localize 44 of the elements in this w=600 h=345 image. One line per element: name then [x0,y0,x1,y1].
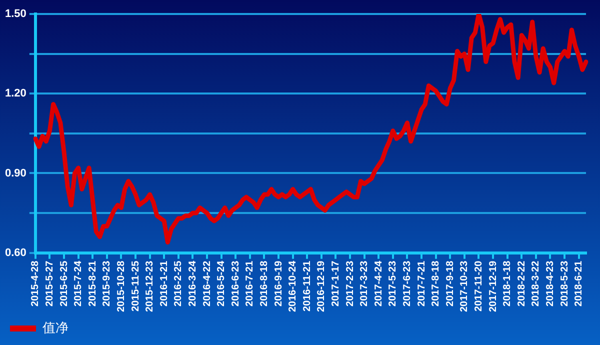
x-tick-label: 2018-5-23 [559,260,570,306]
x-tick-label: 2016-7-21 [244,260,256,306]
x-tick-label: 2015-4-28 [30,260,42,306]
x-tick-label: 2017-7-21 [416,260,428,306]
x-tick-label: 2017-11-20 [473,260,484,312]
y-tick-label: 0.90 [4,167,26,180]
legend-label: 值净 [42,320,68,336]
x-tick-label: 2017-6-23 [402,260,413,306]
x-tick-label: 2015-12-23 [144,260,156,312]
x-tick-label: 2016-8-18 [258,260,270,306]
x-tick-label: 2017-5-23 [388,260,399,306]
x-tick-label: 2015-6-25 [58,260,70,306]
x-tick-label: 2017-12-19 [488,260,499,312]
x-tick-label: 2017-2-23 [344,260,356,306]
x-tick-label: 2016-1-21 [158,260,170,306]
x-tick-label: 2018-3-22 [530,260,542,306]
x-tick-label: 2016-9-19 [273,260,284,306]
x-tick-label: 2015-7-24 [73,260,84,306]
x-tick-label: 2016-3-24 [187,260,198,306]
x-tick-label: 2016-2-25 [173,260,184,306]
x-tick-label: 2017-1-17 [330,260,342,306]
x-tick-label: 2018-2-22 [516,260,528,306]
x-tick-label: 2016-5-24 [216,260,228,306]
x-tick-label: 2015-10-28 [116,260,127,312]
x-tick-label: 2016-12-19 [316,260,328,312]
y-tick-label: 0.60 [4,246,26,259]
x-tick-label: 2017-9-18 [444,260,456,306]
x-tick-label: 2017-8-18 [430,260,442,306]
x-tick-label: 2018-6-21 [574,260,585,306]
x-tick-label: 2017-3-23 [359,260,370,306]
x-tick-label: 2016-11-21 [302,260,313,312]
x-tick-label: 2017-4-24 [373,260,384,306]
x-tick-label: 2018-1-18 [502,260,514,306]
x-tick-label: 2015-11-25 [130,260,142,312]
x-tick-label: 2015-8-21 [87,260,98,306]
x-tick-label: 2016-10-24 [288,260,299,312]
x-tick-label: 2015-9-23 [102,260,113,306]
x-tick-label: 2016-6-23 [230,260,242,306]
y-tick-label: 1.20 [4,88,26,100]
x-tick-label: 2017-10-23 [459,260,470,312]
y-tick-label: 1.50 [4,8,26,20]
x-tick-label: 2016-4-22 [202,260,213,306]
x-tick-label: 2015-5-27 [44,260,56,306]
x-tick-label: 2018-4-23 [544,260,556,306]
